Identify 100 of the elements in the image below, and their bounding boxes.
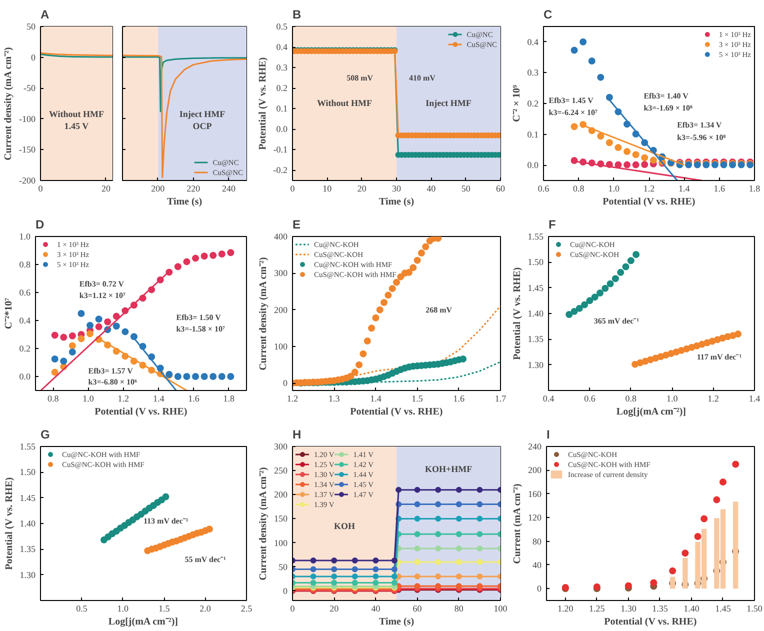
x-tick-label: 1.2: [708, 394, 719, 404]
y-tick-label: 0.3: [276, 62, 288, 73]
x-tick-label: 0.4: [542, 394, 555, 404]
chart-title: A: [40, 8, 50, 22]
x-tick-label: 240: [222, 184, 236, 194]
band-label: Inject HMF: [426, 98, 472, 108]
annotation: k3=-1.69 × 10⁸: [644, 104, 693, 113]
y-tick-label: 50: [26, 22, 36, 32]
y-tick-label: 1.0: [19, 232, 31, 242]
y-tick-label: 1.40: [20, 518, 36, 528]
y-tick-label: 1.55: [20, 442, 36, 452]
y-axis-title: C⁻² × 10⁹: [511, 85, 522, 122]
x-tick-label: 100: [494, 604, 508, 614]
x-tick-label: 1.8: [748, 184, 761, 194]
x-tick-label: 1.4: [370, 394, 382, 404]
x-tick-label: 0: [38, 184, 44, 194]
y-tick-label: 0.2: [19, 344, 30, 354]
x-tick-label: 1.5: [158, 604, 170, 614]
annotation: 55 mV dec⁻¹: [184, 554, 227, 564]
band-label: KOH+HMF: [424, 464, 473, 474]
x-tick-label: 1.0: [82, 394, 94, 404]
x-tick-label: 1.50: [746, 604, 763, 614]
x-tick-label: 1.4: [152, 394, 165, 404]
x-tick-label: 40: [371, 604, 381, 614]
x-tick-label: 1.6: [188, 394, 200, 404]
y-tick-label: 120: [528, 512, 542, 523]
y-tick-label: 300: [274, 442, 288, 452]
y-tick-label: 100: [274, 538, 288, 548]
chart-title: G: [40, 428, 50, 442]
x-axis-title: Time (s): [378, 616, 414, 628]
band-label: Inject HMF OCP: [179, 108, 226, 131]
x-tick-label: 0.8: [47, 394, 60, 404]
x-tick-label: 1.5: [412, 394, 424, 404]
y-tick-label: 160: [528, 488, 542, 499]
chart-title: C: [544, 8, 552, 22]
y-tick-label: 0.0: [276, 124, 288, 134]
y-tick-label: 1.50: [20, 467, 36, 478]
x-tick-label: 1.35: [652, 604, 668, 614]
annotation: 508 mV: [346, 73, 374, 82]
y-tick-label: 0.5: [276, 22, 288, 32]
y-tick-label: 0.1: [276, 104, 288, 114]
x-tick-label: 220: [186, 184, 201, 194]
x-tick-label: 10: [322, 184, 332, 194]
annotation: k3=-5.96 × 10⁸: [677, 132, 726, 142]
chart-title: H: [292, 428, 302, 442]
y-tick-label: 1.35: [20, 544, 36, 554]
chart-title: E: [292, 218, 301, 232]
x-tick-label: 1.4: [748, 394, 761, 404]
x-tick-label: 1.0: [666, 394, 678, 404]
annotation: Efb3= 1.50 V: [176, 313, 222, 322]
annotation: 117 mV dec⁻¹: [696, 352, 742, 362]
annotation: Efb3= 1.45 V: [548, 96, 594, 105]
x-tick-label: 1.2: [643, 184, 655, 194]
x-tick-label: 1.25: [589, 604, 606, 614]
y-axis-title: Current density (mA cm⁻²): [258, 467, 269, 580]
x-tick-label: 1.6: [453, 394, 466, 404]
y-tick-label: 1.40: [528, 308, 544, 318]
x-tick-label: 1.30: [620, 604, 637, 614]
y-tick-label: 1.30: [528, 360, 544, 370]
y-tick-label: -0.1: [273, 144, 288, 155]
y-tick-label: 1.50: [528, 257, 544, 268]
x-tick-label: 80: [454, 604, 464, 614]
annotation: 365 mV dec⁻¹: [594, 316, 640, 326]
y-tick-label: 200: [528, 465, 542, 476]
y-tick-label: 400: [274, 232, 288, 242]
y-tick-label: 0.2: [527, 98, 538, 108]
y-tick-label: 240: [528, 442, 542, 452]
x-tick-label: 0: [290, 184, 296, 194]
x-axis-title: Potential (V vs. RHE): [604, 616, 697, 628]
x-tick-label: 1.6: [714, 184, 726, 194]
y-tick-label: 0.4: [527, 36, 539, 47]
y-axis-title: Potential (V vs. RHE): [4, 477, 15, 570]
y-tick-label: -50: [24, 83, 36, 94]
x-tick-label: 0.8: [625, 394, 638, 404]
x-tick-label: 1.0: [608, 184, 620, 194]
y-tick-label: 0: [537, 584, 542, 594]
chart-title: I: [546, 428, 550, 442]
x-axis-title: Log[j(mA cm⁻²)]: [616, 406, 686, 418]
annotation: Efb3= 1.40 V: [644, 91, 689, 100]
y-tick-label: 1.45: [528, 282, 544, 293]
x-tick-label: 0.6: [584, 394, 596, 404]
y-axis-title: C⁻²*10⁷: [3, 298, 14, 330]
y-tick-label: 1.55: [528, 232, 544, 242]
x-tick-label: 1.0: [117, 604, 130, 614]
y-tick-label: 300: [274, 268, 288, 278]
annotation: 268 mV: [426, 305, 452, 314]
x-tick-label: 50: [461, 184, 471, 194]
annotation: Efb3= 1.57 V: [88, 366, 134, 376]
x-tick-label: 1.45: [715, 604, 732, 614]
y-tick-label: 0.6: [19, 288, 31, 298]
x-axis-title: Time (s): [378, 196, 414, 208]
x-tick-label: 60: [496, 184, 506, 194]
x-tick-label: 1.2: [118, 394, 130, 404]
y-axis-title: Current density (mA cm⁻²): [3, 47, 14, 160]
annotation: 410 mV: [408, 73, 436, 82]
chart-title: B: [292, 8, 302, 22]
x-tick-label: 1.2: [286, 394, 298, 404]
x-tick-label: 0.5: [76, 604, 88, 614]
y-tick-label: 0.3: [527, 68, 539, 78]
y-tick-label: 0: [283, 586, 288, 596]
